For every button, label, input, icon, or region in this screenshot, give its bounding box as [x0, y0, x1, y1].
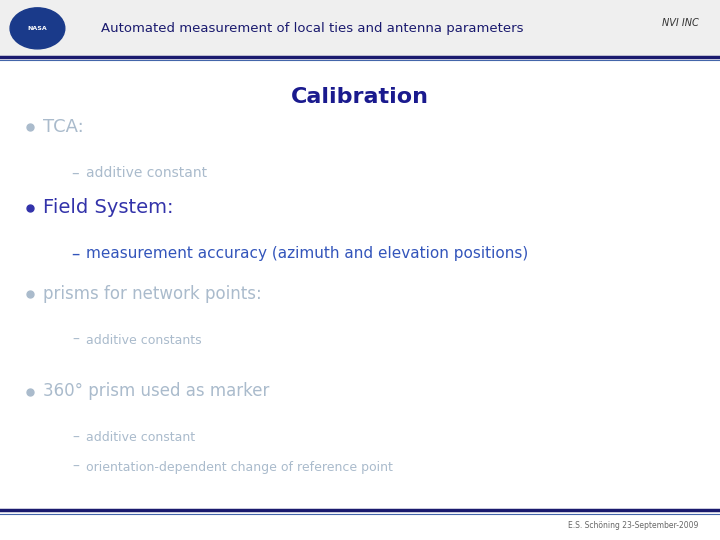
- Circle shape: [10, 8, 65, 49]
- Text: –: –: [72, 333, 79, 347]
- Text: additive constants: additive constants: [86, 334, 202, 347]
- Text: Automated measurement of local ties and antenna parameters: Automated measurement of local ties and …: [101, 22, 523, 35]
- Text: additive constant: additive constant: [86, 431, 196, 444]
- Text: NASA: NASA: [27, 26, 48, 31]
- Text: measurement accuracy (azimuth and elevation positions): measurement accuracy (azimuth and elevat…: [86, 246, 528, 261]
- Bar: [0, 0, 720, 57]
- Text: prisms for network points:: prisms for network points:: [43, 285, 262, 303]
- Text: –: –: [72, 430, 79, 444]
- Text: –: –: [72, 460, 79, 474]
- Text: additive constant: additive constant: [86, 166, 207, 180]
- Text: orientation-dependent change of reference point: orientation-dependent change of referenc…: [86, 461, 393, 474]
- Text: TCA:: TCA:: [43, 118, 84, 136]
- Text: Calibration: Calibration: [291, 87, 429, 107]
- Text: –: –: [71, 245, 79, 263]
- Text: NVI INC: NVI INC: [662, 18, 698, 28]
- Text: E.S. Schöning 23-September-2009: E.S. Schöning 23-September-2009: [568, 521, 698, 530]
- Text: Field System:: Field System:: [43, 198, 174, 218]
- Text: 360° prism used as marker: 360° prism used as marker: [43, 382, 269, 401]
- Text: –: –: [71, 165, 79, 180]
